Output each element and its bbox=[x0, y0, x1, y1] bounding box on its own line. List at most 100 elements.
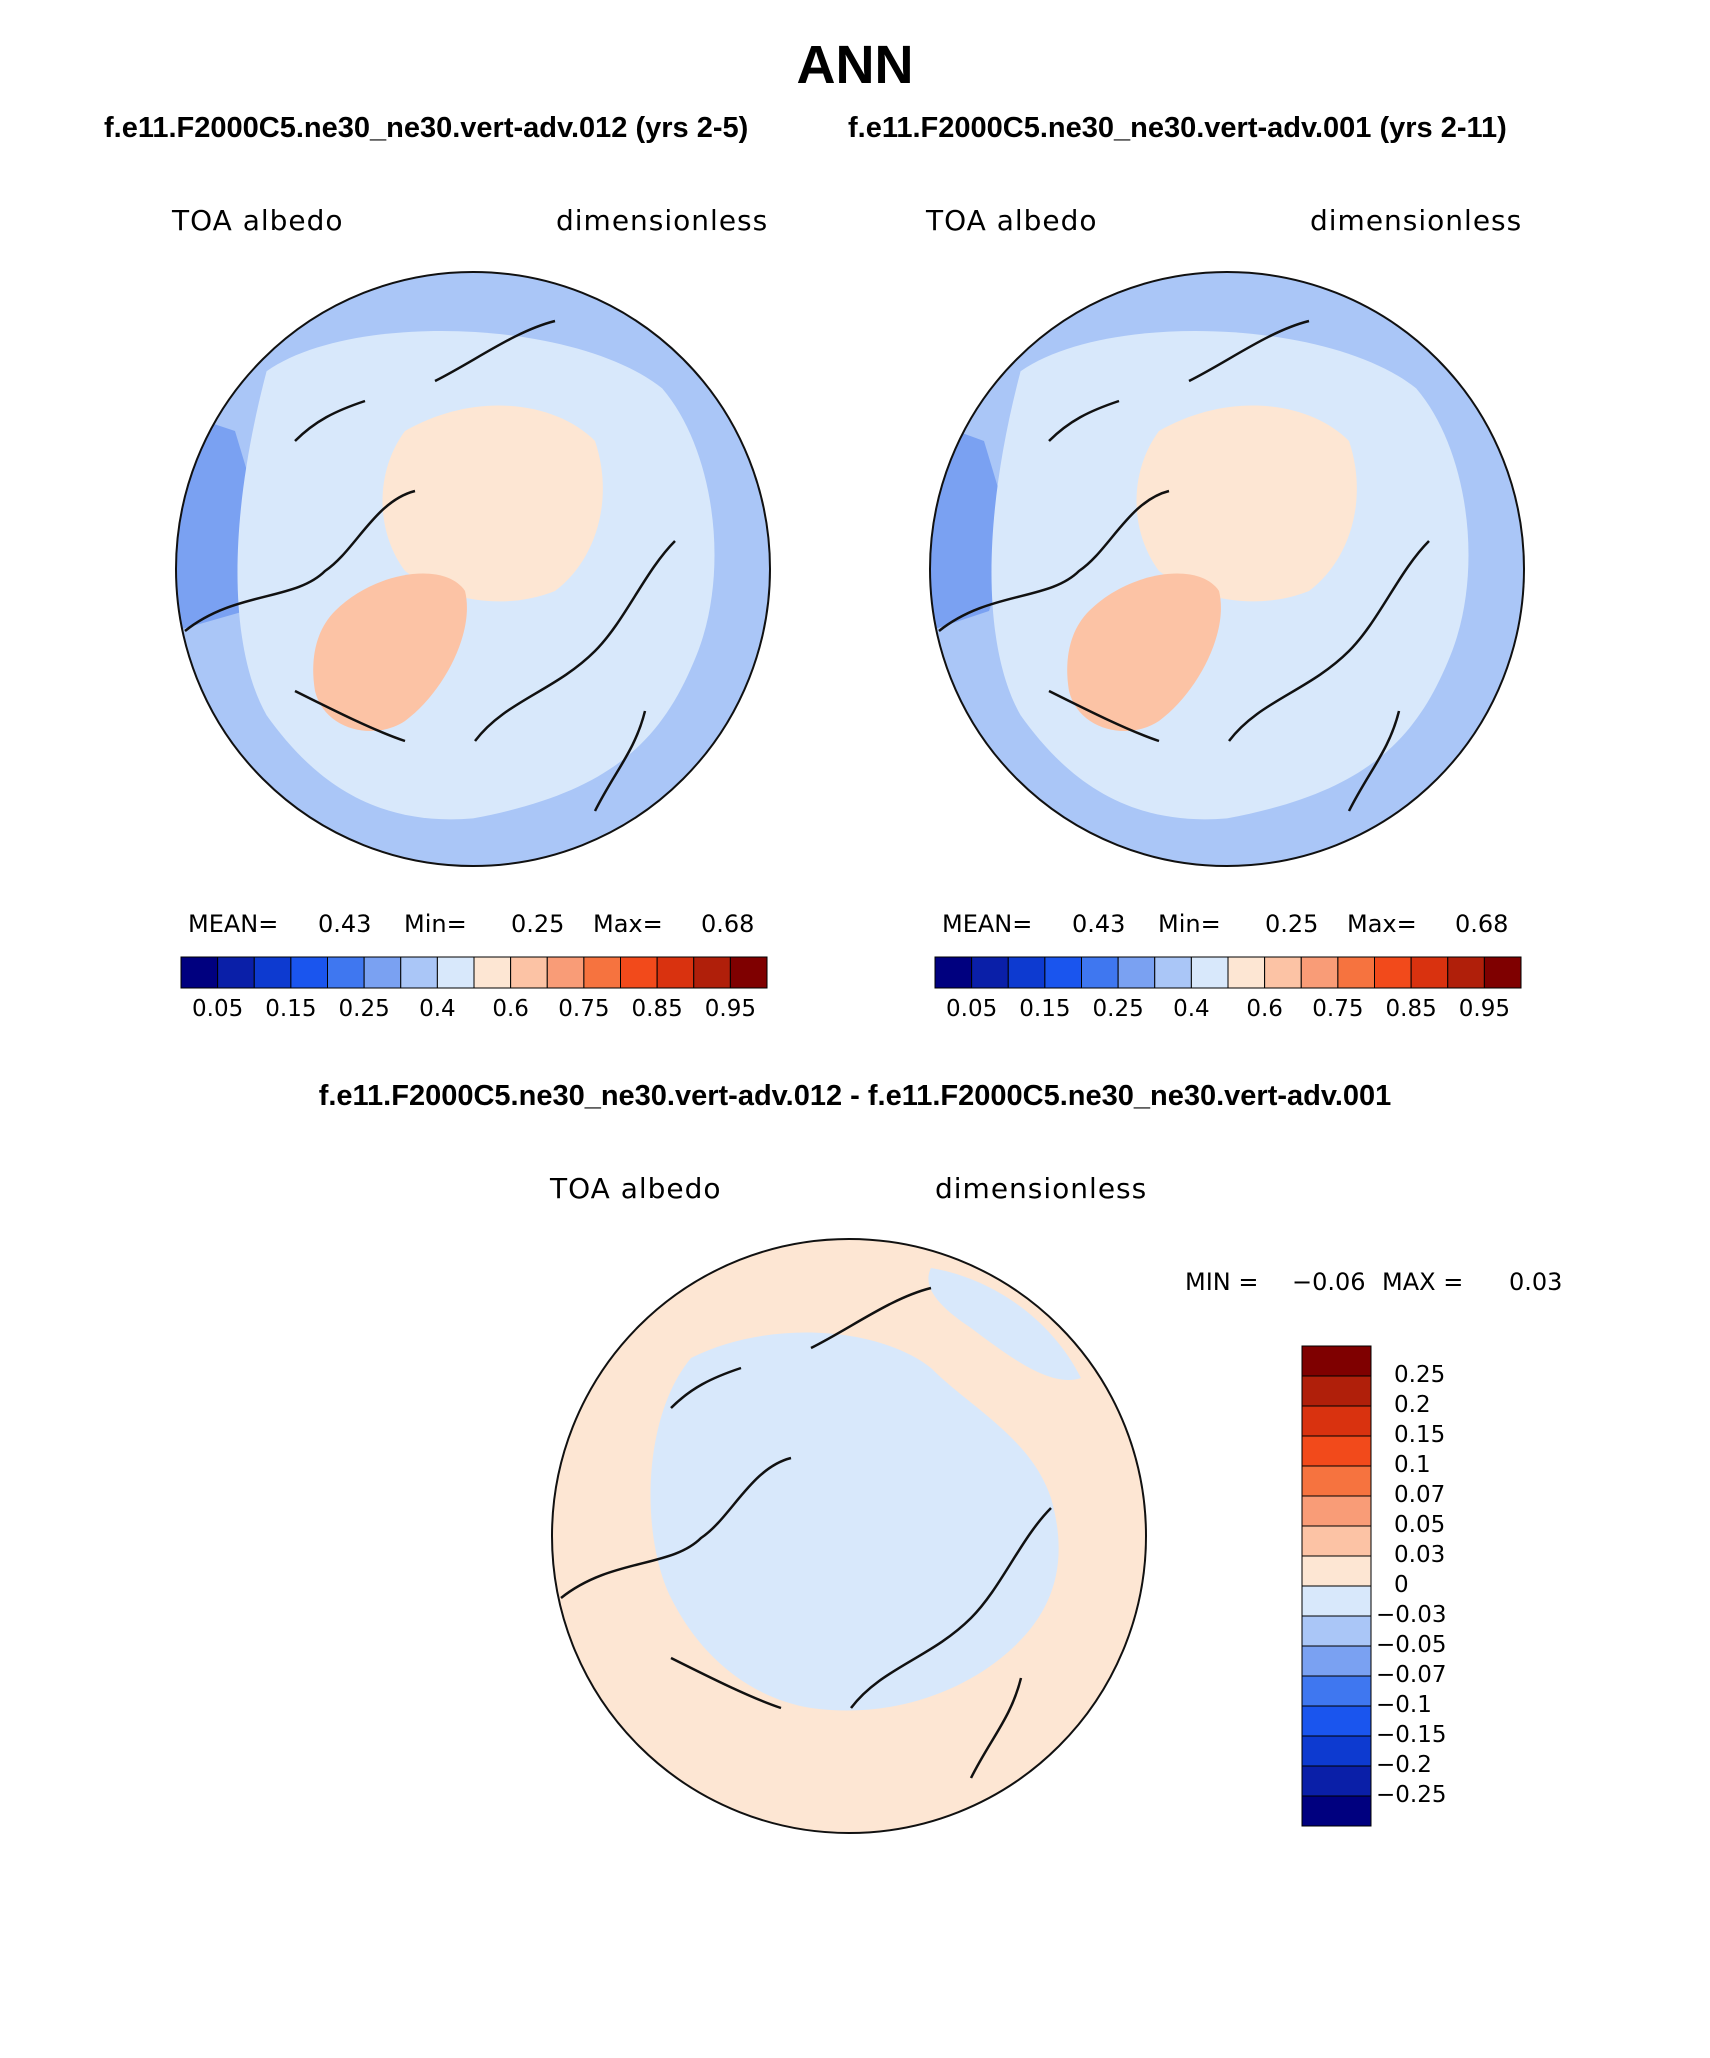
diff-min-value: −0.06 bbox=[1292, 1268, 1366, 1296]
colorbar-swatch bbox=[1301, 1585, 1372, 1617]
right-min-value: 0.25 bbox=[1265, 910, 1319, 938]
colorbar-tick-label: 0.05 bbox=[946, 996, 998, 1022]
diff-max-value: 0.03 bbox=[1509, 1268, 1563, 1296]
left-colorbar-ticks: 0.05 0.15 0.25 0.4 0.6 0.75 0.85 0.95 bbox=[181, 996, 767, 1026]
colorbar-swatch bbox=[363, 956, 402, 989]
left-min-label: Min= bbox=[404, 910, 467, 938]
colorbar-swatch bbox=[1301, 1435, 1372, 1467]
colorbar-swatch bbox=[1117, 956, 1156, 989]
colorbar-swatch bbox=[1264, 956, 1302, 989]
colorbar-tick-label: −0.05 bbox=[1376, 1632, 1447, 1658]
colorbar-swatch bbox=[327, 956, 365, 989]
colorbar-swatch bbox=[1301, 1525, 1372, 1557]
colorbar-tick-label: −0.1 bbox=[1376, 1692, 1432, 1718]
colorbar-swatch bbox=[1301, 1345, 1372, 1377]
colorbar-tick-label: 0.03 bbox=[1394, 1542, 1446, 1568]
colorbar-tick-label: 0.6 bbox=[492, 996, 529, 1022]
left-units-label: dimensionless bbox=[556, 204, 769, 237]
colorbar-tick-label: 0.05 bbox=[192, 996, 244, 1022]
colorbar-swatch bbox=[1301, 1375, 1372, 1407]
colorbar-tick-label: 0.85 bbox=[631, 996, 683, 1022]
coastline bbox=[560, 1286, 1052, 1779]
arctic-warm-region bbox=[382, 405, 603, 602]
colorbar-swatch bbox=[729, 956, 768, 989]
colorbar-swatch bbox=[1301, 1645, 1372, 1677]
colorbar-swatch bbox=[1190, 956, 1229, 989]
colorbar-swatch bbox=[1301, 1675, 1372, 1707]
left-colorbar bbox=[180, 956, 768, 989]
colorbar-tick-label: 0.07 bbox=[1394, 1482, 1446, 1508]
colorbar-tick-label: 0.6 bbox=[1246, 996, 1283, 1022]
colorbar-swatch bbox=[1447, 956, 1485, 989]
colorbar-tick-label: 0.4 bbox=[1173, 996, 1210, 1022]
colorbar-swatch bbox=[253, 956, 292, 989]
diff-title: f.e11.F2000C5.ne30_ne30.vert-adv.012 - f… bbox=[318, 1080, 1392, 1112]
diff-colorbar-ticks: 0.25 0.2 0.15 0.1 0.07 0.05 0.03 0 −0.03 −0.05 −0.… bbox=[1376, 1346, 1490, 1826]
arctic-warm-region bbox=[1136, 405, 1357, 602]
right-min-label: Min= bbox=[1158, 910, 1221, 938]
diff-colorbar bbox=[1301, 1345, 1372, 1827]
right-variable-label: TOA albedo bbox=[926, 204, 1098, 237]
colorbar-swatch bbox=[1301, 1795, 1372, 1827]
colorbar-tick-label: −0.07 bbox=[1376, 1662, 1447, 1688]
right-units-label: dimensionless bbox=[1310, 204, 1523, 237]
right-mean-value: 0.43 bbox=[1072, 910, 1126, 938]
colorbar-swatch bbox=[436, 956, 475, 989]
colorbar-swatch bbox=[1301, 1555, 1372, 1587]
colorbar-tick-label: 0.25 bbox=[1394, 1362, 1446, 1388]
right-colorbar bbox=[934, 956, 1522, 989]
left-max-label: Max= bbox=[593, 910, 663, 938]
colorbar-tick-label: 0.15 bbox=[1019, 996, 1071, 1022]
colorbar-swatch bbox=[1410, 956, 1449, 989]
colorbar-swatch bbox=[656, 956, 695, 989]
colorbar-tick-label: 0.85 bbox=[1385, 996, 1437, 1022]
colorbar-swatch bbox=[400, 956, 438, 989]
colorbar-tick-label: 0.1 bbox=[1394, 1452, 1431, 1478]
colorbar-swatch bbox=[180, 956, 219, 989]
colorbar-swatch bbox=[1337, 956, 1376, 989]
diff-units-label: dimensionless bbox=[935, 1172, 1148, 1205]
colorbar-swatch bbox=[217, 956, 255, 989]
greenland-region bbox=[313, 573, 467, 731]
colorbar-tick-label: 0.15 bbox=[1394, 1422, 1446, 1448]
colorbar-tick-label: 0.2 bbox=[1394, 1392, 1431, 1418]
greenland-region bbox=[1067, 573, 1221, 731]
colorbar-swatch bbox=[934, 956, 973, 989]
left-min-value: 0.25 bbox=[511, 910, 565, 938]
right-polar-map bbox=[929, 271, 1525, 867]
colorbar-swatch bbox=[1300, 956, 1339, 989]
colorbar-tick-label: 0.4 bbox=[419, 996, 456, 1022]
colorbar-tick-label: −0.03 bbox=[1376, 1602, 1447, 1628]
negative-diff-region bbox=[650, 1332, 1059, 1711]
colorbar-swatch bbox=[1227, 956, 1266, 989]
diff-max-label: MAX = bbox=[1382, 1268, 1464, 1296]
case-title-right: f.e11.F2000C5.ne30_ne30.vert-adv.001 (yr… bbox=[848, 112, 1507, 144]
colorbar-swatch bbox=[1301, 1705, 1372, 1737]
colorbar-swatch bbox=[1154, 956, 1192, 989]
left-variable-label: TOA albedo bbox=[172, 204, 344, 237]
colorbar-tick-label: −0.15 bbox=[1376, 1722, 1447, 1748]
colorbar-tick-label: 0.95 bbox=[704, 996, 756, 1022]
colorbar-swatch bbox=[1483, 956, 1522, 989]
colorbar-tick-label: 0.25 bbox=[1092, 996, 1144, 1022]
case-title-left: f.e11.F2000C5.ne30_ne30.vert-adv.012 (yr… bbox=[104, 112, 749, 144]
colorbar-swatch bbox=[290, 956, 329, 989]
left-max-value: 0.68 bbox=[701, 910, 755, 938]
colorbar-swatch bbox=[1301, 1495, 1372, 1527]
left-polar-map bbox=[175, 271, 771, 867]
colorbar-swatch bbox=[971, 956, 1009, 989]
colorbar-swatch bbox=[1301, 1765, 1372, 1797]
right-colorbar-ticks: 0.05 0.15 0.25 0.4 0.6 0.75 0.85 0.95 bbox=[935, 996, 1521, 1026]
colorbar-swatch bbox=[1301, 1735, 1372, 1767]
colorbar-swatch bbox=[1301, 1465, 1372, 1497]
colorbar-tick-label: 0.25 bbox=[338, 996, 390, 1022]
colorbar-swatch bbox=[1007, 956, 1046, 989]
colorbar-tick-label: −0.2 bbox=[1376, 1752, 1432, 1778]
colorbar-tick-label: 0.05 bbox=[1394, 1512, 1446, 1538]
colorbar-swatch bbox=[473, 956, 512, 989]
colorbar-swatch bbox=[693, 956, 731, 989]
colorbar-swatch bbox=[1301, 1405, 1372, 1437]
figure-title: ANN bbox=[796, 35, 914, 95]
negative-diff-region-2 bbox=[928, 1268, 1081, 1380]
diff-variable-label: TOA albedo bbox=[550, 1172, 722, 1205]
